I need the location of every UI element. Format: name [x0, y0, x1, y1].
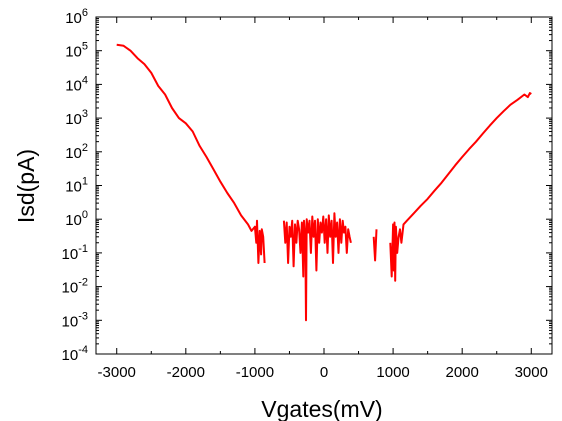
x-tick-label: -3000 — [98, 364, 136, 381]
y-tick-label: 10-2 — [62, 277, 88, 297]
series-line-segment — [372, 229, 378, 262]
ticks-group: -3000 -2000 -1000 0 1000 2000 3000 10-4 10-3 10-2… — [62, 7, 552, 381]
y-tick-label: 10-3 — [62, 310, 88, 330]
x-tick-label: 3000 — [515, 364, 548, 381]
y-axis-title: Isd(pA) — [13, 149, 39, 223]
y-tick-label: 10-4 — [62, 344, 88, 364]
x-tick-label: 2000 — [445, 364, 478, 381]
series-line-segment — [282, 212, 352, 322]
y-tick-label: 104 — [65, 74, 88, 94]
x-tick-label: 0 — [320, 364, 328, 381]
x-tick-label: -1000 — [236, 364, 274, 381]
series-line-segment — [116, 43, 266, 264]
y-tick-label: 10-1 — [62, 243, 88, 263]
x-axis-title: Vgates(mV) — [261, 396, 382, 421]
y-tick-label: 106 — [65, 7, 88, 27]
plot-area — [116, 43, 532, 322]
x-tick-label: 1000 — [376, 364, 409, 381]
y-tick-label: 102 — [65, 142, 88, 162]
series-line-segment — [389, 92, 532, 282]
x-tick-label: -2000 — [167, 364, 205, 381]
y-tick-label: 103 — [65, 108, 88, 128]
plot-frame — [95, 16, 553, 355]
y-tick-label: 105 — [65, 41, 88, 61]
y-tick-label: 101 — [65, 176, 88, 196]
y-tick-label: 100 — [65, 209, 88, 229]
